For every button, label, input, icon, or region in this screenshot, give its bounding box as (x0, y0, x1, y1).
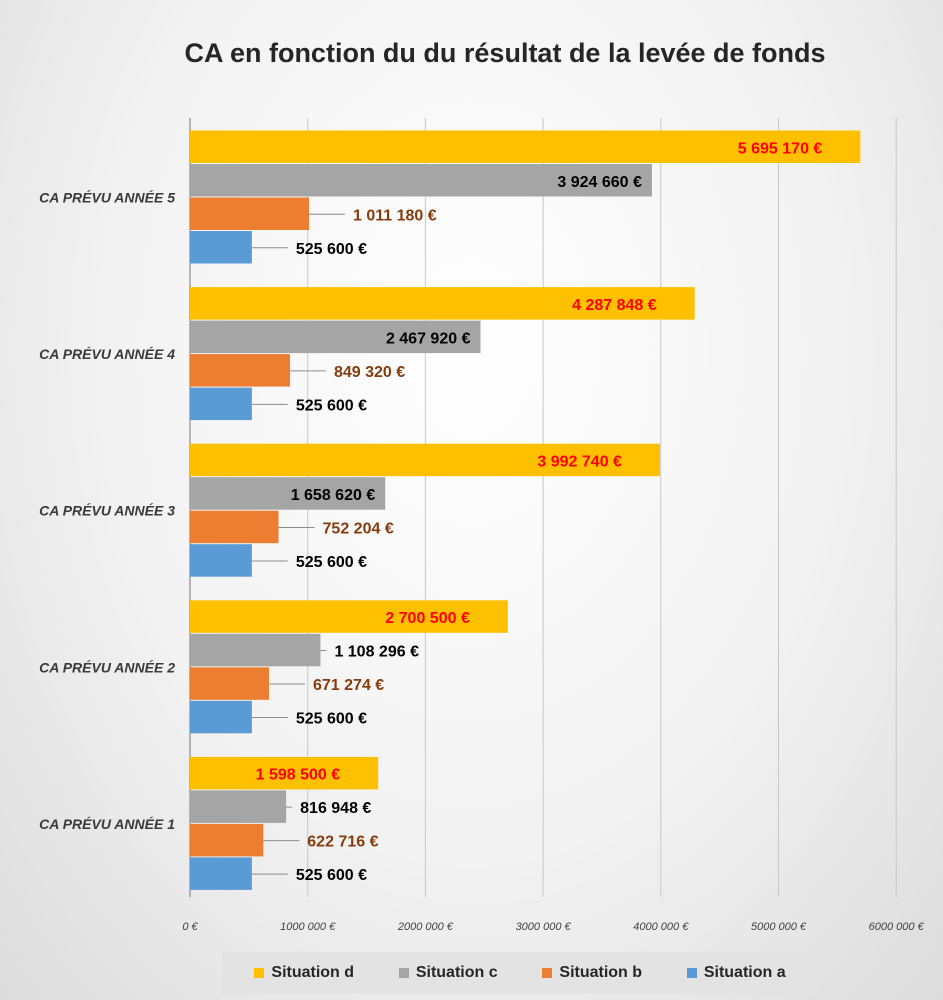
bar (190, 510, 279, 544)
legend-swatch (398, 968, 409, 978)
x-tick-label: 0 € (182, 921, 198, 933)
legend-swatch (686, 968, 697, 978)
bar (190, 633, 321, 667)
data-label: 752 204 € (323, 520, 394, 537)
data-label: 1 108 296 € (334, 644, 419, 661)
category-label: CA PRÉVU ANNÉE 1 (39, 816, 175, 832)
x-tick-label: 4000 000 € (633, 921, 689, 933)
data-label: 2 467 920 € (386, 330, 471, 347)
bar (190, 667, 270, 700)
category-label: CA PRÉVU ANNÉE 2 (39, 659, 175, 675)
legend-label: Situation c (415, 964, 498, 981)
data-label: 1 658 620 € (291, 487, 376, 504)
bar (190, 130, 861, 163)
bar (190, 231, 252, 264)
x-tick-label: 6000 000 € (869, 921, 925, 933)
data-label: 525 600 € (296, 397, 367, 414)
data-label: 5 695 170 € (738, 140, 823, 157)
bar (190, 600, 508, 633)
data-label: 4 287 848 € (572, 297, 657, 314)
bar (190, 790, 287, 823)
bar (190, 756, 379, 790)
bar (190, 387, 252, 421)
legend-label: Situation b (559, 964, 643, 981)
bar (190, 443, 660, 477)
legend-label: Situation d (271, 964, 355, 981)
bar (190, 823, 264, 857)
bar (190, 857, 252, 890)
bar (190, 287, 695, 320)
x-tick-label: 3000 000 € (516, 921, 572, 933)
legend-item: Situation d (254, 964, 354, 982)
plot-area: 0 € 1000 000 € 2000 000 € 3000 000 € 4000 00… (39, 118, 925, 933)
x-tick-label: 5000 000 € (751, 921, 807, 933)
category-label: CA PRÉVU ANNÉE 3 (39, 503, 175, 519)
legend-label: Situation a (703, 964, 786, 981)
data-label: 525 600 € (296, 241, 367, 258)
data-label: 525 600 € (296, 867, 367, 884)
legend: Situation d Situation c Situation b Situati… (222, 952, 818, 994)
legend-swatch (254, 968, 265, 978)
category-label: CA PRÉVU ANNÉE 4 (39, 346, 175, 362)
data-label: 1 011 180 € (353, 207, 437, 224)
data-label: 1 598 500 € (256, 767, 341, 784)
data-label: 849 320 € (334, 364, 405, 381)
category-label: CA PRÉVU ANNÉE 5 (39, 190, 175, 206)
chart-title: CA en fonction du du résultat de la levé… (184, 38, 826, 68)
bar (190, 320, 481, 354)
data-label: 671 274 € (313, 677, 384, 694)
bar (190, 197, 310, 230)
data-label: 622 716 € (307, 834, 378, 851)
bar (190, 544, 252, 577)
data-label: 525 600 € (296, 711, 367, 728)
legend-swatch (542, 968, 553, 978)
data-label: 3 924 660 € (557, 174, 642, 191)
x-tick-label: 2000 000 € (397, 921, 454, 933)
legend-item: Situation b (542, 964, 642, 982)
bar (190, 164, 652, 197)
data-label: 525 600 € (296, 554, 367, 571)
data-label: 2 700 500 € (385, 610, 470, 627)
legend-item: Situation c (398, 964, 498, 982)
legend-item: Situation a (686, 964, 786, 982)
bar (190, 700, 252, 734)
bar (190, 354, 290, 387)
x-tick-label: 1000 000 € (280, 921, 336, 933)
data-label: 816 948 € (300, 800, 371, 817)
data-label: 3 992 740 € (537, 453, 622, 470)
bar (190, 477, 386, 510)
